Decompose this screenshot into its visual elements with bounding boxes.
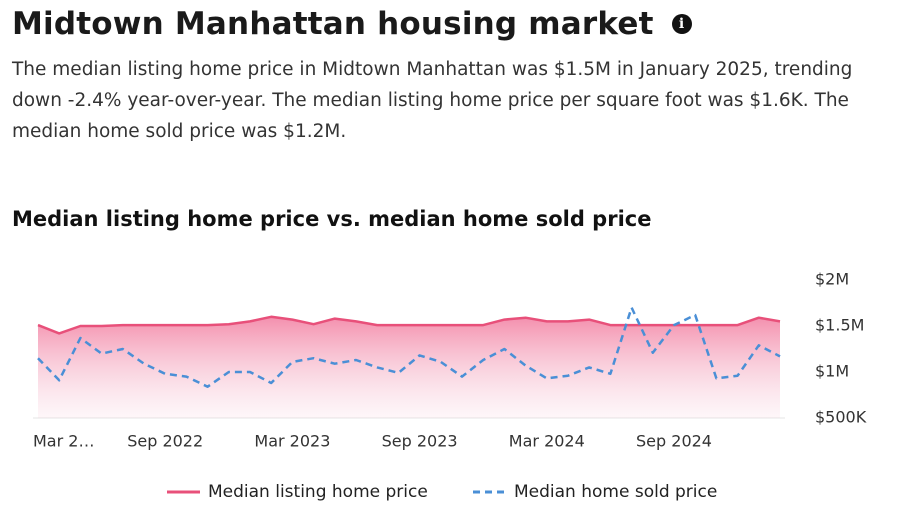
page-title: Midtown Manhattan housing market xyxy=(12,6,654,42)
chart-title: Median listing home price vs. median hom… xyxy=(12,207,651,231)
y-tick-label: $500K xyxy=(815,408,867,427)
x-tick-label: Mar 2… xyxy=(33,432,94,451)
area xyxy=(38,316,780,418)
header: Midtown Manhattan housing market i The me… xyxy=(12,6,892,147)
info-icon[interactable]: i xyxy=(671,14,692,34)
title-row: Midtown Manhattan housing market i xyxy=(12,6,892,42)
x-tick-label: Mar 2023 xyxy=(254,432,330,451)
x-tick-label: Sep 2023 xyxy=(382,432,458,451)
series-line xyxy=(37,315,781,335)
x-tick-label: Sep 2024 xyxy=(636,432,712,451)
y-tick-label: $1.5M xyxy=(815,316,864,335)
y-tick-label: $2M xyxy=(815,270,849,289)
series-line xyxy=(37,306,781,388)
x-tick-label: Sep 2022 xyxy=(127,432,203,451)
y-tick-label: $1M xyxy=(815,362,849,381)
legend-label: Median home sold price xyxy=(514,482,717,502)
x-tick-label: Mar 2024 xyxy=(509,432,585,451)
description: The median listing home price in Midtown… xyxy=(12,59,853,142)
legend-label: Median listing home price xyxy=(208,482,428,502)
